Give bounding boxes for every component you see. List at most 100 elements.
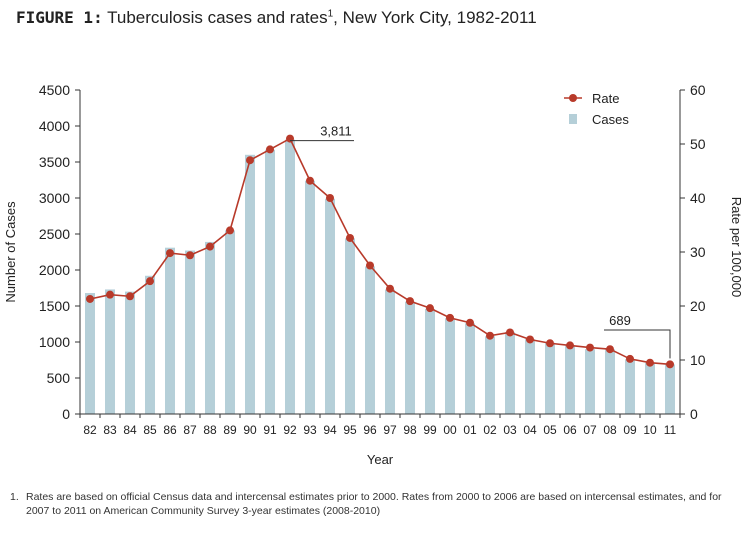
y-tick-label: 2000 <box>39 262 70 278</box>
rate-point-11 <box>666 360 674 369</box>
annotation-leader <box>604 329 671 359</box>
bar-cases-85 <box>145 275 155 414</box>
y-tick-label: 1000 <box>39 334 70 350</box>
bar-cases-90 <box>245 154 255 415</box>
x-tick-label: 98 <box>403 423 417 437</box>
y-tick-label: 2500 <box>39 226 70 242</box>
rate-point-92 <box>286 134 294 143</box>
rate-point-85 <box>146 277 154 286</box>
x-tick-label: 83 <box>103 423 117 437</box>
figure-title: FIGURE 1: Tuberculosis cases and rates1,… <box>16 8 537 28</box>
x-tick-label: 97 <box>383 423 397 437</box>
x-tick-label: 04 <box>523 423 537 437</box>
annotation-label: 3,811 <box>320 124 352 139</box>
footnote: 1. Rates are based on official Census da… <box>10 490 726 518</box>
rate-point-94 <box>326 194 334 202</box>
rate-point-90 <box>246 156 254 165</box>
legend-rate-label: Rate <box>592 91 619 106</box>
bar-cases-97 <box>385 289 395 414</box>
x-tick-label: 92 <box>283 423 297 437</box>
annotations: 3,811 689 <box>290 124 671 359</box>
rate-point-82 <box>86 294 94 303</box>
x-tick-label: 10 <box>643 423 657 437</box>
bar-cases-05 <box>545 342 555 414</box>
rate-point-98 <box>406 297 414 306</box>
y-tick-label: 0 <box>62 406 70 422</box>
rate-point-87 <box>186 251 194 260</box>
y-tick-label: 500 <box>47 370 71 386</box>
x-axis-title: Year <box>367 452 394 467</box>
bar-series-cases <box>85 139 675 415</box>
y2-tick-label: 50 <box>690 136 706 152</box>
x-tick-label: 01 <box>463 423 477 437</box>
bar-cases-00 <box>445 318 455 414</box>
y-tick-label: 1500 <box>39 298 70 314</box>
bar-cases-86 <box>165 247 175 414</box>
bar-cases-82 <box>85 293 95 414</box>
rate-point-91 <box>266 145 274 154</box>
y-axis-title: Number of Cases <box>3 201 18 303</box>
legend-rate-swatch-marker <box>569 94 577 102</box>
rate-point-09 <box>626 354 634 363</box>
bar-cases-91 <box>265 149 275 414</box>
x-tick-label: 94 <box>323 423 337 437</box>
x-tick-label: 96 <box>363 423 377 437</box>
rate-point-07 <box>586 343 594 352</box>
figure-title-rest: , New York City, 1982-2011 <box>333 8 537 27</box>
y-tick-label: 3000 <box>39 190 70 206</box>
footnote-number: 1. <box>10 491 19 503</box>
rate-point-93 <box>306 176 314 185</box>
x-tick-label: 95 <box>343 423 357 437</box>
legend-cases-swatch <box>569 114 577 124</box>
rate-point-05 <box>546 339 554 348</box>
bar-cases-98 <box>405 301 415 414</box>
bar-cases-08 <box>605 349 615 414</box>
y2-axis-title: Rate per 100,000 <box>729 197 744 297</box>
bar-cases-84 <box>125 291 135 414</box>
annotation-label: 689 <box>609 313 631 328</box>
rate-point-03 <box>506 328 514 337</box>
x-tick-label: 02 <box>483 423 497 437</box>
y2-tick-label: 60 <box>690 82 706 98</box>
rate-point-99 <box>426 304 434 313</box>
footnote-text: Rates are based on official Census data … <box>26 491 722 517</box>
x-tick-label: 85 <box>143 423 157 437</box>
x-tick-label: 00 <box>443 423 457 437</box>
rate-point-86 <box>166 249 174 258</box>
y2-tick-label: 0 <box>690 406 698 422</box>
rate-point-88 <box>206 242 214 251</box>
x-tick-label: 05 <box>543 423 557 437</box>
rate-point-01 <box>466 318 474 327</box>
bar-cases-94 <box>325 198 335 414</box>
footnote-marker: 1 <box>327 8 334 20</box>
figure-label: FIGURE 1: <box>16 8 103 27</box>
x-tick-label: 82 <box>83 423 97 437</box>
x-tick-label: 90 <box>243 423 257 437</box>
bar-cases-99 <box>425 308 435 414</box>
line-series-rate <box>86 134 674 369</box>
bar-cases-04 <box>525 339 535 414</box>
rate-point-04 <box>526 335 534 344</box>
y-tick-label: 4500 <box>39 82 70 98</box>
x-tick-label: 09 <box>623 423 637 437</box>
rate-line <box>89 137 671 366</box>
x-tick-label: 87 <box>183 423 197 437</box>
rate-point-89 <box>226 226 234 235</box>
chart: 0500100015002000250030003500400045000102… <box>3 82 744 467</box>
legend-cases-label: Cases <box>592 112 629 127</box>
x-tick-label: 84 <box>123 423 137 437</box>
x-tick-label: 07 <box>583 423 597 437</box>
x-tick-label: 89 <box>223 423 237 437</box>
bar-cases-03 <box>505 331 515 414</box>
rate-point-06 <box>566 341 574 350</box>
x-tick-label: 86 <box>163 423 177 437</box>
x-tick-label: 99 <box>423 423 437 437</box>
y-tick-label: 4000 <box>39 118 70 134</box>
x-tick-label: 88 <box>203 423 217 437</box>
y-tick-label: 3500 <box>39 154 70 170</box>
rate-point-00 <box>446 313 454 322</box>
bar-cases-83 <box>105 289 115 414</box>
rate-point-84 <box>126 292 134 301</box>
y2-tick-label: 30 <box>690 244 706 260</box>
